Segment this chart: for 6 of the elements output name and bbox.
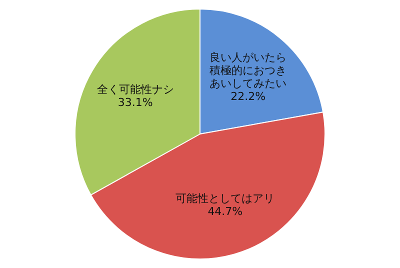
slice-label: 良い人がいたら積極的におつきあいしてみたい [208, 50, 288, 90]
slice-label: 可能性としてはアリ [174, 192, 276, 205]
data-label: 44.7% [206, 204, 244, 218]
data-label: 33.1% [116, 96, 154, 110]
data-label: 22.2% [230, 90, 267, 102]
slice-label: 全く可能性ナシ [96, 83, 175, 96]
